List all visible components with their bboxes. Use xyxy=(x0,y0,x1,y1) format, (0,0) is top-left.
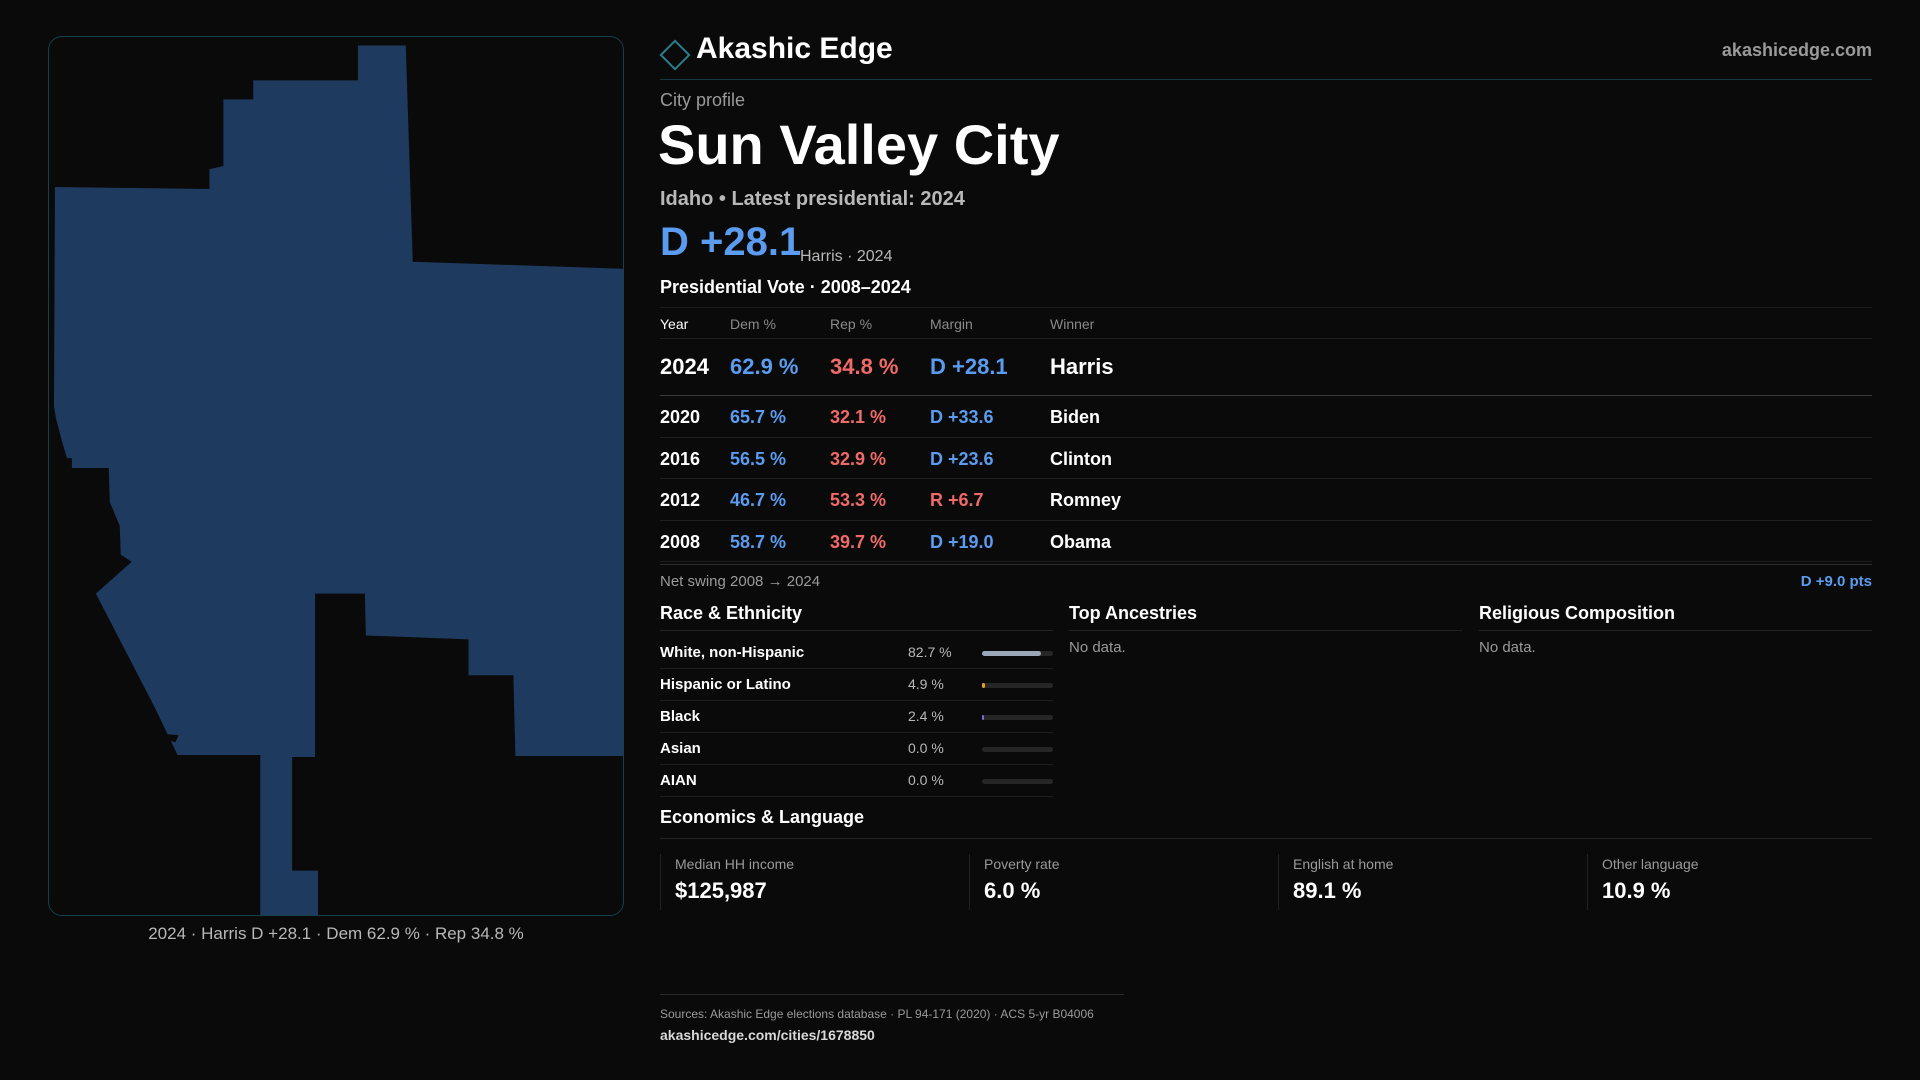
stat-card-income: Median HH income $125,987 xyxy=(660,854,969,910)
rep-cell: 53.3 % xyxy=(830,490,887,510)
winner-cell: Clinton xyxy=(1050,448,1112,469)
table-row: 2024 62.9 % 34.8 % D +28.1 Harris xyxy=(660,339,1872,396)
table-row: 2012 46.7 % 53.3 % R +6.7 Romney xyxy=(660,479,1872,521)
stat-label: Poverty rate xyxy=(984,856,1060,872)
boundary-shape xyxy=(53,45,623,915)
stat-value: $125,987 xyxy=(675,878,767,903)
list-item: White, non-Hispanic 82.7 % xyxy=(660,637,1053,669)
column-header-margin: Margin xyxy=(930,316,973,332)
economics-section-title: Economics & Language xyxy=(660,807,1872,839)
race-name: AIAN xyxy=(660,772,697,789)
winner-cell: Obama xyxy=(1050,531,1112,552)
race-bar xyxy=(982,651,1053,656)
list-item: Black 2.4 % xyxy=(660,701,1053,733)
race-name: Black xyxy=(660,708,701,725)
race-bar xyxy=(982,747,1053,752)
margin-cell: D +19.0 xyxy=(930,531,994,552)
presidential-vote-table: Year Dem % Rep % Margin Winner 2024 62.9… xyxy=(660,307,1872,562)
brand-name[interactable]: Akashic Edge xyxy=(696,32,893,65)
latest-margin-detail: Harris · 2024 xyxy=(800,248,893,265)
list-item: AIAN 0.0 % xyxy=(660,765,1053,797)
year-cell: 2008 xyxy=(660,531,701,552)
votes-section-title: Presidential Vote · 2008–2024 xyxy=(660,277,911,297)
table-header-row: Year Dem % Rep % Margin Winner xyxy=(660,308,1872,339)
race-percent: 82.7 % xyxy=(908,644,952,660)
net-swing: Net swing 2008 → 2024 D +9.0 pts xyxy=(660,564,1872,600)
race-percent: 2.4 % xyxy=(908,708,944,724)
stat-card-other-language: Other language 10.9 % xyxy=(1587,854,1872,910)
race-name: Hispanic or Latino xyxy=(660,676,791,693)
latest-margin: D +28.1 xyxy=(660,220,802,264)
dem-cell: 65.7 % xyxy=(730,407,787,427)
rep-cell: 34.8 % xyxy=(830,354,899,379)
winner-cell: Harris xyxy=(1050,354,1114,379)
stat-label: Other language xyxy=(1602,856,1699,872)
stat-card-poverty: Poverty rate 6.0 % xyxy=(969,854,1278,910)
rep-cell: 32.9 % xyxy=(830,448,887,469)
year-cell: 2016 xyxy=(660,448,701,469)
race-bar xyxy=(982,715,1053,720)
site-header: Akashic Edge akashicedge.com xyxy=(659,28,1872,80)
race-name: White, non-Hispanic xyxy=(660,644,805,661)
dem-cell: 56.5 % xyxy=(730,448,787,469)
column-header-rep: Rep % xyxy=(830,316,873,332)
year-cell: 2024 xyxy=(660,354,709,379)
stat-label: English at home xyxy=(1293,856,1394,872)
race-percent: 4.9 % xyxy=(908,676,944,692)
stat-value: 6.0 % xyxy=(984,878,1041,903)
stat-value: 89.1 % xyxy=(1293,878,1362,903)
site-link[interactable]: akashicedge.com xyxy=(1721,40,1872,60)
margin-cell: D +28.1 xyxy=(930,354,1008,379)
sources-footer: Sources: Akashic Edge elections database… xyxy=(660,994,1124,1043)
winner-cell: Biden xyxy=(1050,407,1101,427)
race-percent: 0.0 % xyxy=(908,740,944,756)
column-header-winner: Winner xyxy=(1050,316,1095,332)
table-row: 2008 58.7 % 39.7 % D +19.0 Obama xyxy=(660,521,1872,562)
page-title: Sun Valley City xyxy=(658,113,1060,176)
margin-cell: D +23.6 xyxy=(930,448,994,469)
religion-section-title: Religious Composition xyxy=(1479,603,1872,631)
margin-cell: R +6.7 xyxy=(930,490,984,510)
winner-cell: Romney xyxy=(1050,490,1122,510)
dem-cell: 62.9 % xyxy=(730,354,799,379)
net-swing-value: D +9.0 pts xyxy=(1800,573,1872,590)
list-item: Hispanic or Latino 4.9 % xyxy=(660,669,1053,701)
rep-cell: 39.7 % xyxy=(830,531,887,552)
race-name: Asian xyxy=(660,740,701,757)
diamond-logo-icon xyxy=(659,39,691,71)
stat-card-english: English at home 89.1 % xyxy=(1278,854,1587,910)
race-section-title: Race & Ethnicity xyxy=(660,603,1053,631)
ancestries-section-title: Top Ancestries xyxy=(1069,603,1462,631)
page-kicker: City profile xyxy=(660,90,746,110)
race-bar-fill xyxy=(982,651,1041,656)
dem-cell: 46.7 % xyxy=(730,490,787,510)
race-bar-fill xyxy=(982,715,985,720)
column-header-year: Year xyxy=(660,316,689,332)
religion-empty: No data. xyxy=(1479,639,1536,656)
stat-label: Median HH income xyxy=(675,856,795,872)
race-bar-fill xyxy=(982,683,986,688)
list-item: Asian 0.0 % xyxy=(660,733,1053,765)
race-percent: 0.0 % xyxy=(908,772,944,788)
profile-url-link[interactable]: akashicedge.com/cities/1678850 xyxy=(660,1027,875,1043)
table-row: 2020 65.7 % 32.1 % D +33.6 Biden xyxy=(660,396,1872,438)
sources-text: Sources: Akashic Edge elections database… xyxy=(660,1007,1094,1021)
city-boundary-map xyxy=(48,36,624,916)
year-cell: 2012 xyxy=(660,490,701,510)
margin-cell: D +33.6 xyxy=(930,407,994,427)
stat-value: 10.9 % xyxy=(1602,878,1671,903)
race-bar xyxy=(982,779,1053,784)
rep-cell: 32.1 % xyxy=(830,407,887,427)
year-cell: 2020 xyxy=(660,407,701,427)
dem-cell: 58.7 % xyxy=(730,531,787,552)
net-swing-label: Net swing 2008 → 2024 xyxy=(660,573,821,590)
column-header-dem: Dem % xyxy=(730,316,776,332)
page-subtitle: Idaho • Latest presidential: 2024 xyxy=(660,188,965,210)
map-caption: 2024 · Harris D +28.1 · Dem 62.9 % · Rep… xyxy=(148,924,524,943)
table-row: 2016 56.5 % 32.9 % D +23.6 Clinton xyxy=(660,438,1872,479)
ancestries-empty: No data. xyxy=(1069,639,1126,656)
race-bar xyxy=(982,683,1053,688)
race-ethnicity-list: White, non-Hispanic 82.7 % Hispanic or L… xyxy=(660,637,1053,797)
